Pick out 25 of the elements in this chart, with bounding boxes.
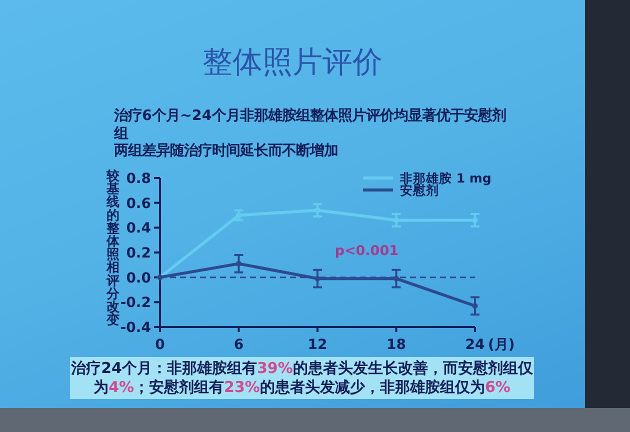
- x-tick-label: 18: [386, 337, 406, 353]
- legend-label: 非那雄胺 1 mg: [399, 170, 492, 186]
- point: [236, 260, 242, 266]
- y-tick-label: -0.2: [120, 295, 151, 312]
- y-tick-label: 0.2: [126, 246, 151, 262]
- annotation: p<0.001: [334, 243, 399, 259]
- title: 整体照片评价: [202, 44, 384, 82]
- y-tick-label: -0.4: [120, 320, 152, 336]
- note: 治疗24个月：非那雄胺组有39%的患者头发生长改善，而安慰剂组仅为4%；安慰剂组有23%的患者头发减少，非那雄胺组仅为6%: [70, 357, 534, 399]
- x-tick-label: 0: [155, 337, 166, 353]
- point: [314, 207, 320, 214]
- point: [314, 276, 320, 282]
- y-tick-label: 0.6: [126, 196, 151, 212]
- x-tick-label: 6: [234, 337, 244, 353]
- point: [472, 217, 478, 224]
- x-tick-label: 12: [308, 337, 328, 353]
- y-tick-label: 0.8: [126, 171, 151, 187]
- bullets: 治疗6个月~24个月非那雄胺组整体照片评价均显著优于安慰剂组 两组差异随治疗时间延长而不断增加: [114, 108, 507, 160]
- x-tick-label: 24: [465, 337, 485, 353]
- point: [472, 303, 478, 309]
- xlabel: (月): [488, 337, 515, 353]
- y-tick-label: 0.0: [126, 270, 152, 286]
- y-tick-label: 0.4: [126, 220, 152, 237]
- ylabel: 较基线的整体照相评分改变: [106, 169, 120, 328]
- legend-label: 安慰剂: [400, 182, 439, 198]
